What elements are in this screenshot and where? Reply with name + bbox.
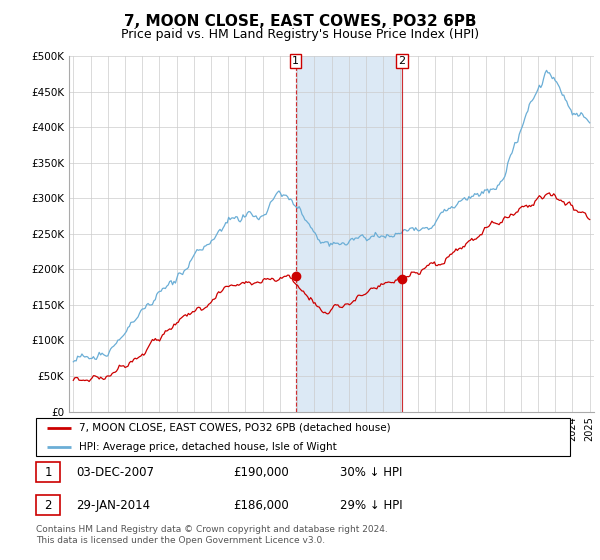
Text: 2: 2 [398,56,405,66]
Text: £190,000: £190,000 [233,465,289,479]
Text: 1: 1 [44,465,52,479]
Text: 7, MOON CLOSE, EAST COWES, PO32 6PB (detached house): 7, MOON CLOSE, EAST COWES, PO32 6PB (det… [79,423,391,433]
Text: 2: 2 [44,498,52,512]
Text: 1: 1 [292,56,299,66]
Text: HPI: Average price, detached house, Isle of Wight: HPI: Average price, detached house, Isle… [79,442,337,452]
Text: 29-JAN-2014: 29-JAN-2014 [76,498,150,512]
Text: 03-DEC-2007: 03-DEC-2007 [76,465,154,479]
Text: Contains HM Land Registry data © Crown copyright and database right 2024.
This d: Contains HM Land Registry data © Crown c… [36,525,388,545]
Text: 30% ↓ HPI: 30% ↓ HPI [340,465,403,479]
Text: £186,000: £186,000 [233,498,289,512]
Bar [36,495,60,515]
Bar [296,56,402,412]
Bar [36,462,60,482]
Text: 29% ↓ HPI: 29% ↓ HPI [340,498,403,512]
Text: Price paid vs. HM Land Registry's House Price Index (HPI): Price paid vs. HM Land Registry's House … [121,28,479,41]
Text: 7, MOON CLOSE, EAST COWES, PO32 6PB: 7, MOON CLOSE, EAST COWES, PO32 6PB [124,14,476,29]
